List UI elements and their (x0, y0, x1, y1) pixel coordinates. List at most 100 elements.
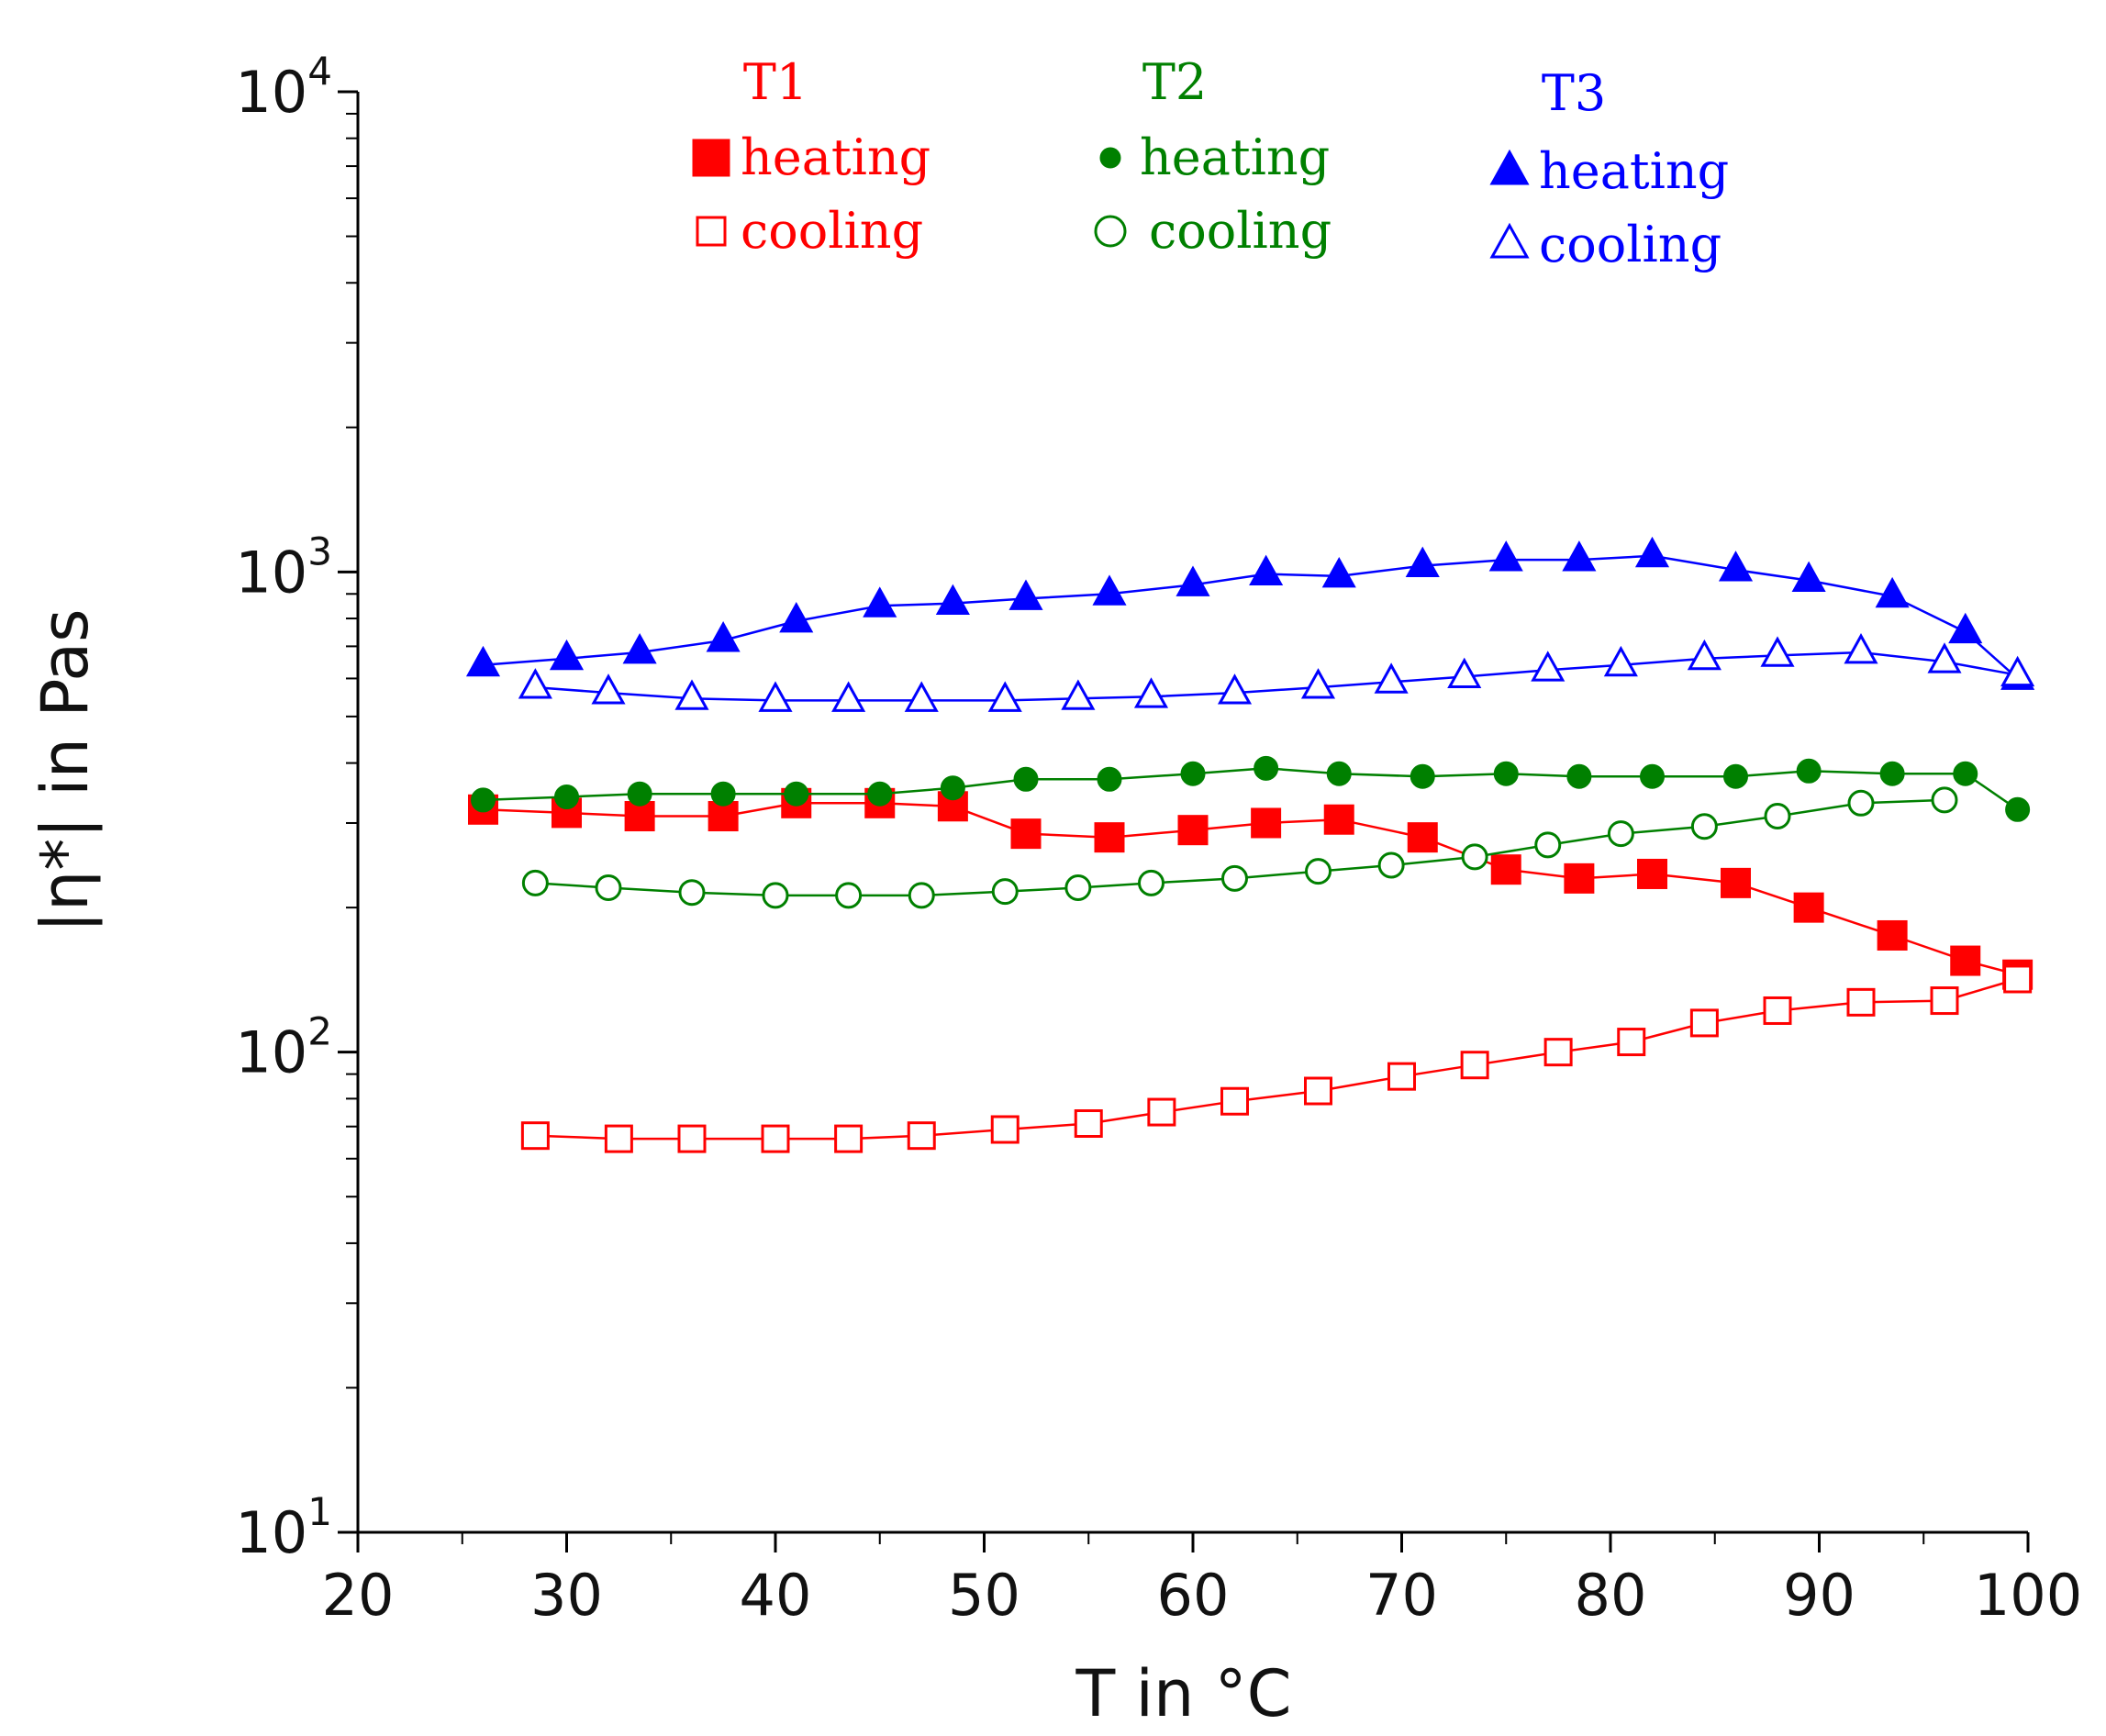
legend-entry-label: heating (1539, 142, 1729, 200)
data-point-t1-heating (1877, 919, 1908, 951)
data-point-t2-heating (1566, 763, 1592, 789)
data-point-t1-heating (1564, 862, 1595, 894)
legend-group-t1: T1 heating cooling (692, 53, 930, 260)
data-point-t1-cooling (604, 1124, 633, 1153)
data-point-t3-heating (1634, 536, 1670, 568)
data-point-t2-cooling (1764, 803, 1791, 830)
data-point-t3-heating (1791, 561, 1826, 593)
x-tick-label: 100 (1974, 1562, 2082, 1629)
data-point-t3-heating (465, 645, 501, 677)
legend-marker-triangle-filled (1489, 149, 1530, 185)
data-point-t1-cooling (1147, 1097, 1176, 1127)
legend-marker-circle-filled (1099, 147, 1121, 169)
data-point-t3-cooling (1760, 636, 1795, 667)
data-point-t3-cooling (2000, 655, 2035, 687)
data-point-t2-cooling (1534, 831, 1562, 859)
data-point-t1-cooling (1543, 1038, 1573, 1067)
data-point-t1-heating (1407, 822, 1438, 853)
data-point-t2-cooling (1377, 851, 1405, 879)
data-point-t1-cooling (1387, 1062, 1416, 1091)
data-point-t2-heating (1953, 761, 1978, 786)
data-point-t2-cooling (521, 869, 549, 896)
data-point-t3-heating (1488, 540, 1523, 572)
data-point-t1-cooling (990, 1115, 1020, 1144)
data-point-t1-heating (1637, 858, 1667, 889)
legend-entry-label: heating (741, 128, 930, 186)
data-point-t1-cooling (1304, 1076, 1332, 1106)
data-point-t3-cooling (1531, 651, 1566, 682)
data-point-t3-cooling (1603, 645, 1638, 677)
data-point-t2-cooling (835, 882, 863, 909)
data-point-t2-heating (1013, 766, 1039, 792)
series-t2-cooling (521, 786, 1958, 909)
data-point-t2-heating (784, 781, 809, 807)
data-point-t2-heating (2005, 796, 2031, 822)
legend-marker-square-filled (692, 139, 730, 177)
series-t1-cooling (520, 964, 2033, 1153)
data-point-t3-cooling (674, 679, 709, 710)
x-tick-label: 70 (1365, 1562, 1438, 1629)
series-line-t1-cooling (535, 977, 2018, 1141)
data-point-t1-cooling (907, 1121, 936, 1151)
data-point-t2-heating (471, 787, 496, 813)
data-point-t2-heating (940, 775, 965, 801)
legend-entry-label: cooling (741, 202, 923, 260)
x-tick-label: 60 (1157, 1562, 1230, 1629)
data-point-t1-heating (624, 801, 655, 832)
data-point-t1-cooling (2003, 964, 2033, 994)
series-t3-cooling (518, 633, 2035, 712)
data-point-t3-cooling (1300, 668, 1336, 699)
y-tick-label: 102 (235, 1009, 332, 1086)
series-t2-heating (471, 755, 2031, 822)
data-point-t1-heating (1793, 892, 1824, 923)
data-point-t1-heating (1251, 807, 1282, 839)
data-point-t1-heating (1323, 804, 1354, 835)
data-point-t3-heating (1092, 574, 1127, 606)
data-point-t2-heating (1723, 763, 1748, 789)
data-point-t2-cooling (762, 882, 789, 909)
data-point-t1-cooling (1617, 1028, 1646, 1057)
data-point-t2-cooling (1305, 858, 1332, 885)
legend: T1 heating cooling T2 heating cooling T3 heatin… (692, 53, 1729, 273)
x-tick-label: 30 (530, 1562, 603, 1629)
data-point-t3-cooling (518, 668, 552, 699)
legend-group-title: T3 (1542, 64, 1606, 122)
data-point-t3-heating (1948, 612, 1983, 644)
x-tick-label: 40 (740, 1562, 812, 1629)
series-line-t3-cooling (535, 651, 2018, 702)
data-point-t1-cooling (1930, 986, 1959, 1016)
data-point-t1-cooling (761, 1124, 790, 1153)
data-point-t3-heating (1718, 551, 1754, 582)
data-point-t1-cooling (1220, 1086, 1249, 1116)
data-point-t1-cooling (1763, 996, 1792, 1025)
data-point-t1-cooling (520, 1121, 550, 1151)
data-point-t2-heating (1254, 755, 1279, 781)
data-point-t1-cooling (834, 1124, 864, 1153)
data-point-t2-cooling (595, 874, 622, 901)
y-tick-label: 101 (235, 1489, 332, 1566)
data-point-t2-cooling (1064, 874, 1092, 901)
data-point-t2-heating (710, 781, 736, 807)
data-point-t2-heating (1640, 763, 1665, 789)
data-point-t1-heating (1950, 945, 1981, 976)
data-point-t1-heating (1490, 854, 1521, 885)
data-point-t3-cooling (904, 681, 939, 712)
legend-marker-circle-open (1094, 215, 1127, 248)
data-point-t1-heating (1010, 818, 1042, 850)
data-point-t2-heating (1410, 763, 1435, 789)
x-tick-label: 90 (1783, 1562, 1855, 1629)
data-point-t2-heating (1879, 761, 1905, 786)
data-point-t2-cooling (991, 878, 1019, 906)
data-point-t3-heating (1321, 556, 1356, 588)
data-point-t3-cooling (758, 681, 793, 712)
x-tick-label: 80 (1575, 1562, 1647, 1629)
y-tick-label: 104 (235, 49, 332, 126)
data-point-t2-heating (1796, 758, 1822, 784)
data-point-t3-cooling (987, 681, 1022, 712)
data-point-t3-heating (1249, 554, 1284, 586)
data-point-t3-cooling (1447, 657, 1482, 688)
data-point-t1-heating (1094, 822, 1125, 853)
data-point-t3-heating (863, 586, 897, 618)
y-tick-label: 103 (235, 529, 332, 606)
